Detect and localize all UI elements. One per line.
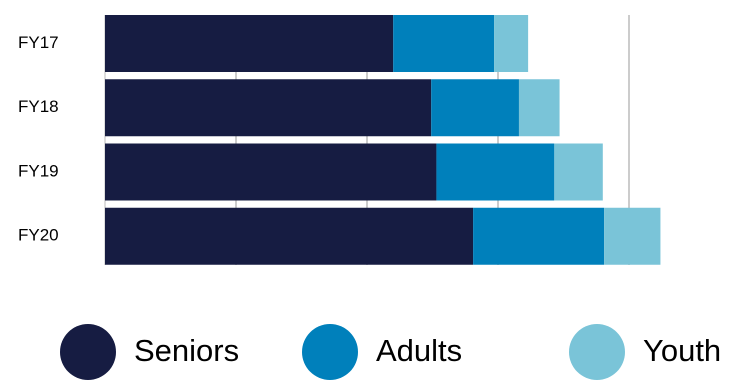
bar-segment xyxy=(518,79,560,137)
y-tick-label: FY20 xyxy=(18,226,59,245)
bar-segment xyxy=(473,207,605,265)
y-tick-label: FY18 xyxy=(18,97,59,116)
bar-segment xyxy=(436,143,555,201)
bar-segment xyxy=(393,15,495,72)
y-tick-label: FY17 xyxy=(18,33,59,52)
bar-segment xyxy=(105,15,394,72)
legend-label: Youth xyxy=(643,333,721,368)
bar-segment xyxy=(554,143,603,201)
bar-segment xyxy=(105,207,474,265)
bar-segment xyxy=(431,79,519,137)
legend-swatch xyxy=(60,324,116,380)
legend-label: Adults xyxy=(376,333,462,368)
legend-swatch xyxy=(302,324,358,380)
legend-label: Seniors xyxy=(134,333,239,368)
bar-segment xyxy=(105,143,437,201)
bar-segment xyxy=(105,79,432,137)
bar-segment xyxy=(494,15,529,72)
bar-segment xyxy=(604,207,661,265)
legend-swatch xyxy=(569,324,625,380)
y-tick-label: FY19 xyxy=(18,161,59,180)
